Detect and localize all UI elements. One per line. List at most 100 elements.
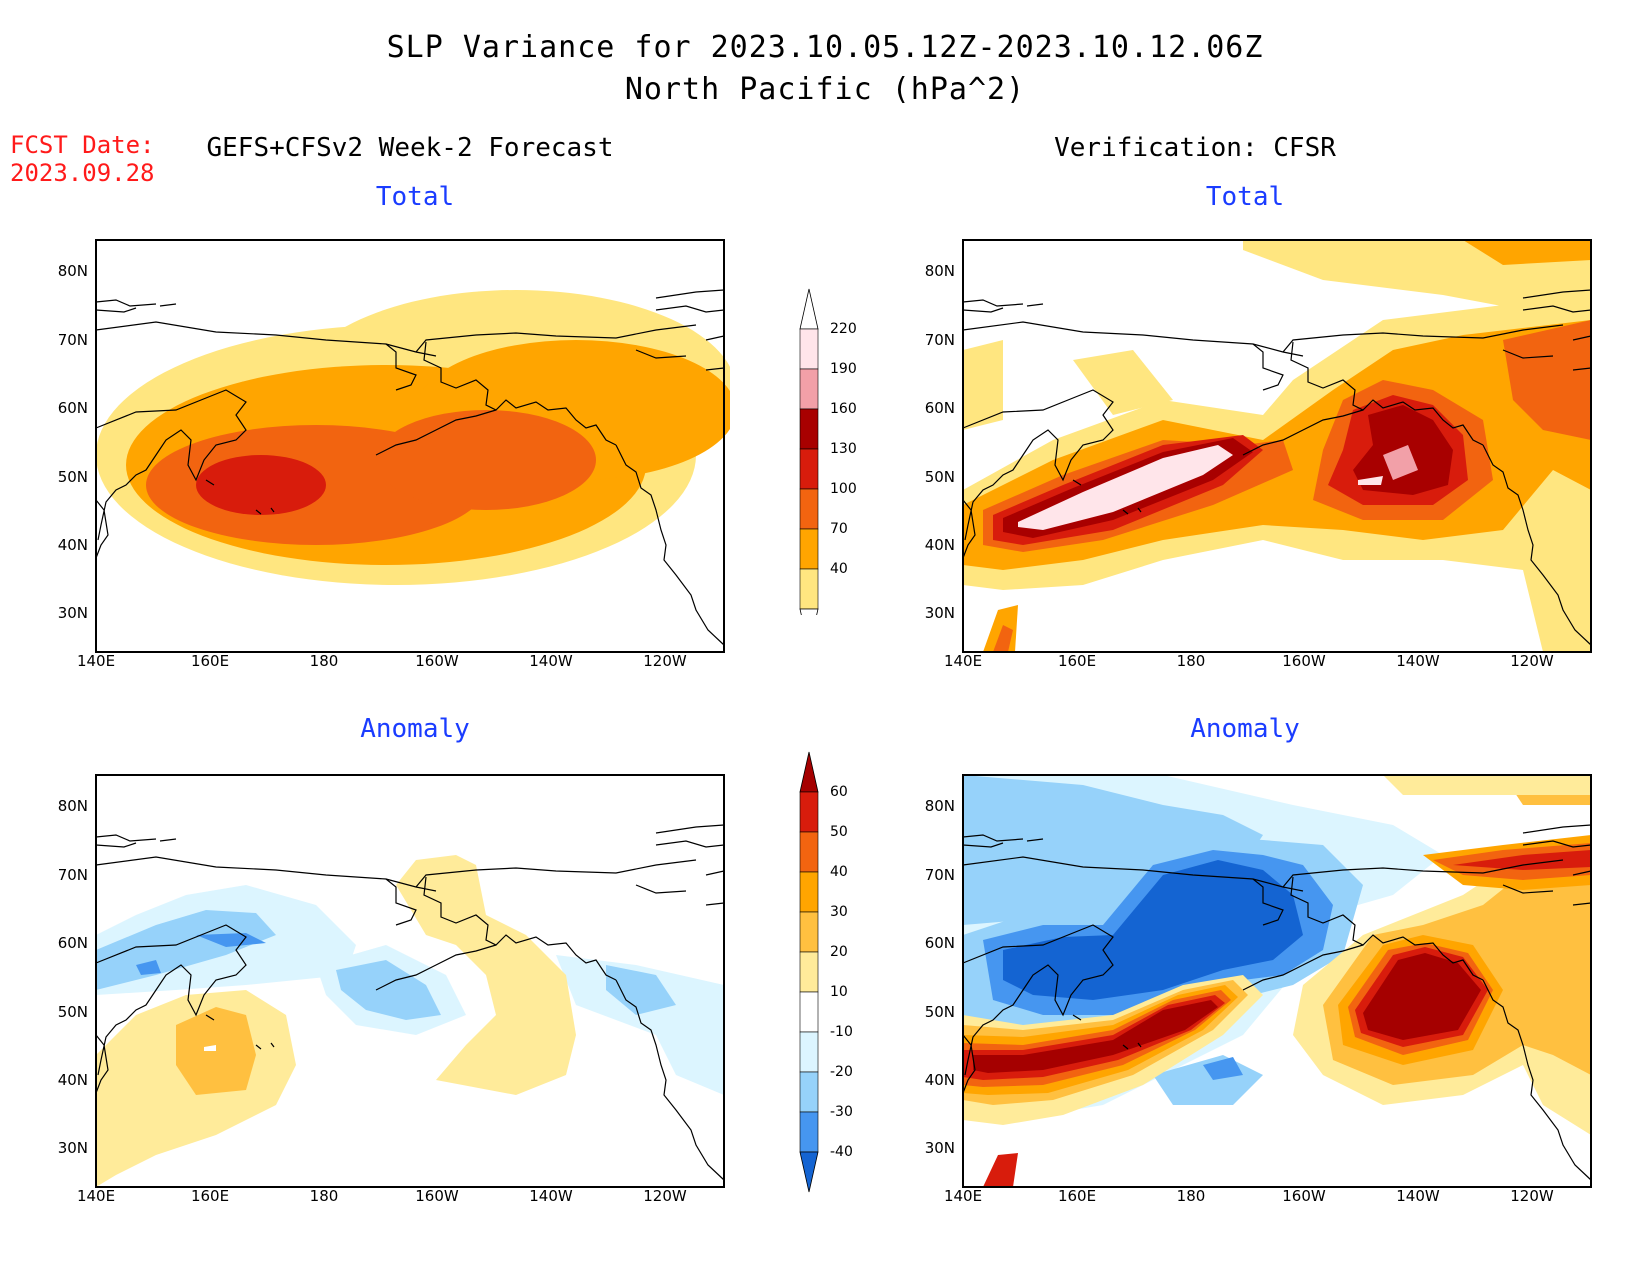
lon-label: 180 [1177,1187,1206,1203]
lon-label: 120W [1510,652,1554,668]
colorbar-anomaly-label: 30 [830,904,848,920]
lat-label: 70N [58,866,88,884]
lat-label: 50N [925,468,955,486]
colorbar-total: 220 190 160 130 100 70 40 [799,288,857,615]
colorbar-anomaly-label: -40 [830,1144,853,1160]
lon-label: 140E [944,652,982,668]
colorbar-anomaly-arrow-top [799,751,819,793]
lon-label: 180 [310,1187,339,1203]
lat-label: 50N [925,1003,955,1021]
lon-label: 160W [1282,652,1326,668]
lon-label: 160E [191,652,229,668]
colorbar-anomaly-label: 10 [830,984,848,1000]
map-forecast-total: 80N 70N 60N 50N 40N 30N 140E 160E 180 16… [58,239,730,668]
colorbar-total-label: 130 [830,441,857,457]
main-title: SLP Variance for 2023.10.05.12Z-2023.10.… [386,30,1264,65]
colorbar-anomaly-label: -30 [830,1104,853,1120]
colorbar-anomaly-label: 50 [830,824,848,840]
lon-label: 160E [1058,652,1096,668]
colorbar-anomaly-label: -10 [830,1024,853,1040]
verification-column-title: Verification: CFSR [1054,133,1336,163]
colorbar-anomaly-label: -20 [830,1064,853,1080]
colorbar-anomaly-swatches [799,751,819,1193]
lon-label: 140E [77,1187,115,1203]
colorbar-anomaly-label: 20 [830,944,848,960]
lat-label: 60N [925,934,955,952]
lon-label: 160W [415,1187,459,1203]
lon-label: 140W [529,652,573,668]
lon-label: 120W [1510,1187,1554,1203]
forecast-column-title: GEFS+CFSv2 Week-2 Forecast [206,133,614,163]
lon-label: 160W [1282,1187,1326,1203]
lon-label: 120W [643,1187,687,1203]
colorbar-total-label: 190 [830,361,857,377]
contour-100 [376,410,596,510]
lat-label: 80N [58,262,88,280]
lat-label: 30N [925,1139,955,1157]
colorbar-total-label: 220 [830,321,857,337]
lat-label: 40N [925,536,955,554]
lat-label: 40N [58,1071,88,1089]
lat-label: 60N [58,934,88,952]
colorbar-total-swatches [799,288,819,615]
lon-label: 140W [1396,1187,1440,1203]
colorbar-anomaly-swatch [799,1111,819,1153]
colorbar-anomaly-swatch [799,871,819,913]
colorbar-anomaly-arrow-bottom [799,1151,819,1193]
colorbar-total-arrow-bottom [799,608,819,615]
map-verification-anomaly: 80N 70N 60N 50N 40N 30N 140E 160E 180 16… [925,774,1592,1203]
map-verification-total: 80N 70N 60N 50N 40N 30N 140E 160E 180 16… [925,239,1592,668]
lat-label: 70N [925,331,955,349]
colorbar-total-swatch [799,568,819,610]
lat-label: 50N [58,468,88,486]
lon-label: 160E [1058,1187,1096,1203]
colorbar-total-label: 160 [830,401,857,417]
colorbar-anomaly-swatch [799,1031,819,1073]
colorbar-anomaly-swatch [799,1071,819,1113]
panel-title-verification-total: Total [1205,182,1285,212]
lat-label: 60N [925,399,955,417]
colorbar-total-swatch [799,488,819,530]
lat-label: 80N [925,797,955,815]
contour-130 [196,455,326,515]
lon-label: 140E [77,652,115,668]
colorbar-anomaly-label: 60 [830,784,848,800]
lat-label: 60N [58,399,88,417]
panel-title-verification-anomaly: Anomaly [1190,714,1300,744]
lon-label: 140W [529,1187,573,1203]
colorbar-anomaly-swatch [799,951,819,993]
lon-label: 120W [643,652,687,668]
lon-label: 160E [191,1187,229,1203]
lon-label: 160W [415,652,459,668]
lat-label: 40N [925,1071,955,1089]
lat-label: 50N [58,1003,88,1021]
colorbar-total-arrow-top [799,288,819,330]
lat-label: 30N [58,604,88,622]
lon-label: 140W [1396,652,1440,668]
colorbar-total-swatch [799,328,819,370]
lat-label: 40N [58,536,88,554]
colorbar-anomaly-swatch [799,791,819,833]
fcst-date-value: 2023.09.28 [10,159,155,187]
lat-label: 70N [925,866,955,884]
subtitle: North Pacific (hPa^2) [624,72,1026,107]
lat-label: 30N [58,1139,88,1157]
lat-label: 80N [58,797,88,815]
colorbar-total-label: 70 [830,521,848,537]
fcst-date-label: FCST Date: [10,131,155,159]
lon-label: 180 [310,652,339,668]
colorbar-total-swatch [799,448,819,490]
map-forecast-anomaly: 80N 70N 60N 50N 40N 30N 140E 160E 180 16… [58,774,725,1203]
colorbar-total-swatch [799,368,819,410]
panel-title-forecast-total: Total [375,182,455,212]
panel-title-forecast-anomaly: Anomaly [360,714,470,744]
colorbar-anomaly-swatch [799,991,819,1033]
colorbar-total-label: 100 [830,481,857,497]
colorbar-total-label: 40 [830,561,848,577]
lat-label: 70N [58,331,88,349]
colorbar-total-swatch [799,528,819,570]
colorbar-total-swatch [799,408,819,450]
lat-label: 80N [925,262,955,280]
lat-label: 30N [925,604,955,622]
colorbar-anomaly: 60 50 40 30 20 10 -10 -20 -30 -40 [799,751,853,1193]
